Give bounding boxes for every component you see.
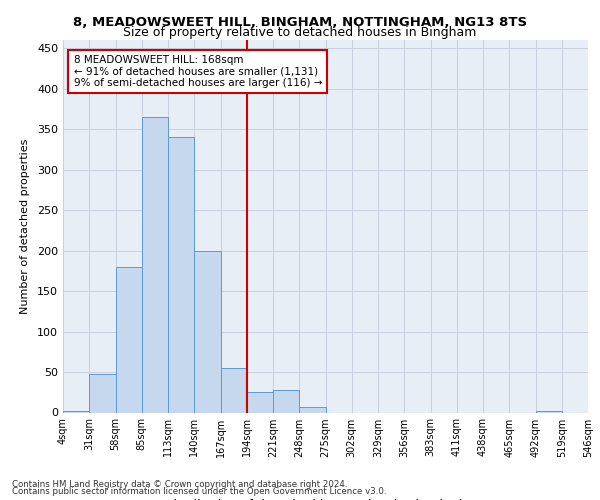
Bar [299, 407, 325, 412]
Text: Contains HM Land Registry data © Crown copyright and database right 2024.: Contains HM Land Registry data © Crown c… [12, 480, 347, 489]
Bar [168, 137, 194, 412]
Bar [194, 250, 221, 412]
Text: Contains public sector information licensed under the Open Government Licence v3: Contains public sector information licen… [12, 487, 386, 496]
Text: 8, MEADOWSWEET HILL, BINGHAM, NOTTINGHAM, NG13 8TS: 8, MEADOWSWEET HILL, BINGHAM, NOTTINGHAM… [73, 16, 527, 29]
Bar [221, 368, 247, 412]
Y-axis label: Number of detached properties: Number of detached properties [20, 138, 30, 314]
Bar [63, 411, 89, 412]
Bar [115, 266, 142, 412]
Bar [536, 411, 562, 412]
X-axis label: Distribution of detached houses by size in Bingham: Distribution of detached houses by size … [164, 498, 487, 500]
Bar [273, 390, 299, 412]
Text: Size of property relative to detached houses in Bingham: Size of property relative to detached ho… [124, 26, 476, 39]
Text: 8 MEADOWSWEET HILL: 168sqm
← 91% of detached houses are smaller (1,131)
9% of se: 8 MEADOWSWEET HILL: 168sqm ← 91% of deta… [74, 55, 322, 88]
Bar [89, 374, 115, 412]
Bar [247, 392, 273, 412]
Bar [142, 117, 168, 412]
